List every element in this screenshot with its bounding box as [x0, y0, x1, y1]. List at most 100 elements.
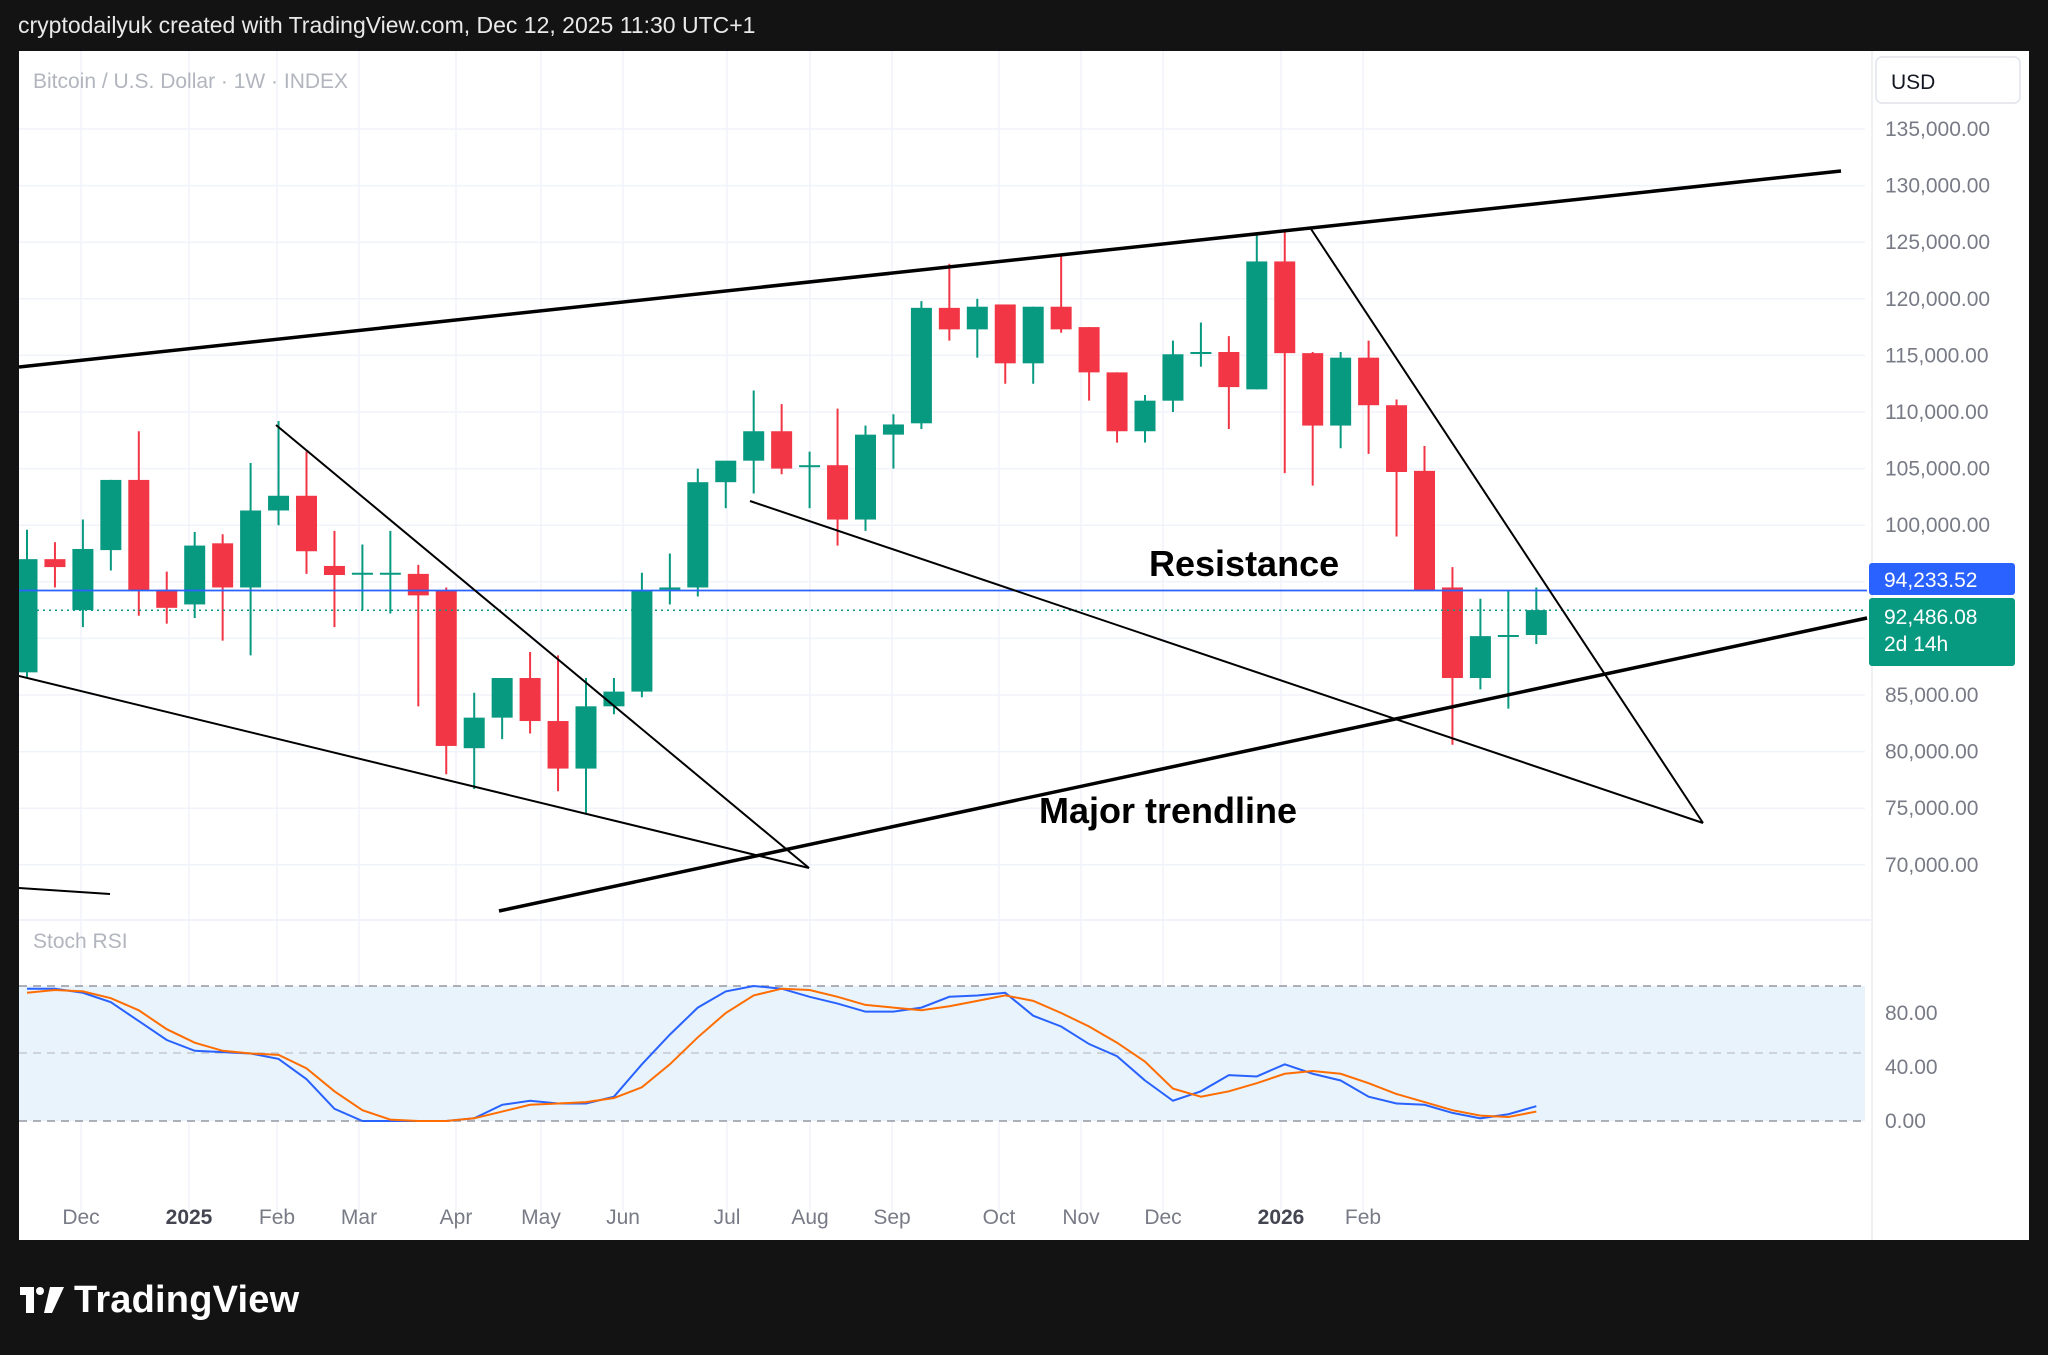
- candle[interactable]: [938, 263, 960, 341]
- candle-body: [212, 543, 234, 588]
- candle-body: [1358, 357, 1380, 406]
- price-tick-label: 75,000.00: [1885, 797, 1978, 820]
- candle-body: [268, 495, 290, 511]
- candle[interactable]: [910, 301, 932, 429]
- candle-body: [547, 721, 569, 769]
- candle[interactable]: [575, 678, 597, 814]
- candle[interactable]: [743, 390, 765, 494]
- descending-line-right[interactable]: [1310, 228, 1704, 824]
- candle[interactable]: [351, 544, 373, 611]
- chart-canvas[interactable]: USD 135,000.00 130,000.00 125,000.00 120,00…: [19, 51, 2029, 1240]
- resistance-price-badge: 94,233.52: [1869, 563, 2015, 595]
- candle[interactable]: [1246, 233, 1268, 390]
- candle[interactable]: [659, 553, 681, 605]
- candle[interactable]: [1022, 306, 1044, 384]
- candle-body: [323, 565, 345, 576]
- candle[interactable]: [1386, 399, 1408, 537]
- candle-body: [1078, 327, 1100, 373]
- candle[interactable]: [603, 678, 625, 715]
- candle[interactable]: [407, 564, 429, 707]
- candle[interactable]: [1190, 322, 1212, 367]
- candle[interactable]: [463, 692, 485, 789]
- descending-line-left[interactable]: [275, 424, 810, 869]
- price-tick-label: 70,000.00: [1885, 854, 1978, 877]
- candle[interactable]: [771, 404, 793, 475]
- candle[interactable]: [882, 414, 904, 469]
- candle[interactable]: [1274, 229, 1296, 474]
- time-axis[interactable]: Dec 2025 Feb Mar Apr May Jun Jul Aug Sep Oct Nov Dec…: [62, 1206, 1381, 1229]
- candlestick-series[interactable]: [19, 229, 1547, 814]
- candle[interactable]: [855, 425, 876, 531]
- candle[interactable]: [1302, 352, 1324, 486]
- candle[interactable]: [19, 529, 38, 679]
- time-axis-label: Apr: [440, 1206, 473, 1229]
- candle-body: [966, 306, 988, 330]
- candle[interactable]: [1218, 336, 1240, 429]
- candle[interactable]: [1469, 598, 1491, 690]
- candle[interactable]: [1414, 445, 1435, 591]
- candle[interactable]: [1134, 395, 1156, 443]
- small-line-stub[interactable]: [19, 887, 111, 895]
- lower-wedge-line-left[interactable]: [19, 675, 810, 869]
- upper-channel-line[interactable]: [19, 169, 1842, 369]
- candle[interactable]: [1358, 340, 1380, 454]
- candle[interactable]: [268, 421, 290, 526]
- candle[interactable]: [966, 298, 988, 358]
- tradingview-logo-icon: [20, 1287, 64, 1313]
- candle[interactable]: [1525, 587, 1547, 645]
- major-trendline-annotation[interactable]: Major trendline: [1039, 790, 1297, 831]
- candle-body: [1414, 470, 1435, 591]
- candle[interactable]: [156, 571, 178, 624]
- candle[interactable]: [44, 542, 66, 588]
- candle[interactable]: [100, 479, 122, 571]
- candle[interactable]: [212, 534, 234, 641]
- candle-body: [827, 465, 849, 520]
- stoch-rsi-label[interactable]: Stoch RSI: [33, 930, 128, 953]
- stoch-rsi-tick-label: 80.00: [1885, 1002, 1938, 1025]
- candle[interactable]: [827, 408, 849, 546]
- candle[interactable]: [435, 587, 457, 775]
- candle[interactable]: [1330, 352, 1352, 449]
- candle[interactable]: [491, 678, 513, 740]
- lower-wedge-line-right[interactable]: [749, 500, 1704, 824]
- candle-body: [1050, 306, 1072, 330]
- drawing-layer[interactable]: [19, 169, 1868, 913]
- stoch-rsi-axis: 80.00 40.00 0.00: [1885, 1002, 1938, 1133]
- candle-body: [1190, 352, 1212, 355]
- countdown-text: 2d 14h: [1884, 633, 1948, 656]
- candle[interactable]: [547, 655, 569, 792]
- price-tick-label: 130,000.00: [1885, 175, 1990, 198]
- candle[interactable]: [1050, 253, 1072, 333]
- candle[interactable]: [994, 304, 1016, 384]
- candle-body: [575, 706, 597, 769]
- candle-body: [1469, 636, 1491, 679]
- symbol-label[interactable]: Bitcoin / U.S. Dollar · 1W · INDEX: [33, 70, 348, 93]
- time-axis-label: Feb: [259, 1206, 295, 1229]
- currency-button[interactable]: [1875, 56, 2021, 104]
- candle[interactable]: [1441, 567, 1463, 745]
- price-tick-label: 100,000.00: [1885, 514, 1990, 537]
- candle[interactable]: [240, 462, 262, 656]
- chart-frame[interactable]: USD 135,000.00 130,000.00 125,000.00 120,00…: [19, 51, 2029, 1240]
- candle[interactable]: [715, 460, 737, 509]
- candle[interactable]: [379, 530, 401, 614]
- candle[interactable]: [1078, 327, 1100, 401]
- major-trendline-line[interactable]: [498, 616, 1868, 913]
- candle[interactable]: [1497, 590, 1519, 709]
- candle[interactable]: [1106, 372, 1128, 443]
- price-tick-label: 115,000.00: [1885, 344, 1989, 367]
- candle[interactable]: [631, 572, 653, 698]
- candle[interactable]: [687, 468, 709, 597]
- candle[interactable]: [128, 431, 150, 616]
- resistance-annotation[interactable]: Resistance: [1149, 543, 1339, 584]
- time-axis-label: Jul: [714, 1206, 741, 1229]
- candle[interactable]: [799, 451, 821, 509]
- price-tick-label: 120,000.00: [1885, 288, 1990, 311]
- candle[interactable]: [72, 519, 94, 628]
- candle[interactable]: [519, 651, 541, 734]
- candle[interactable]: [1162, 340, 1184, 412]
- candle[interactable]: [323, 530, 345, 628]
- stoch-rsi-tick-label: 40.00: [1885, 1056, 1938, 1079]
- candle[interactable]: [184, 531, 206, 619]
- candle[interactable]: [296, 451, 317, 574]
